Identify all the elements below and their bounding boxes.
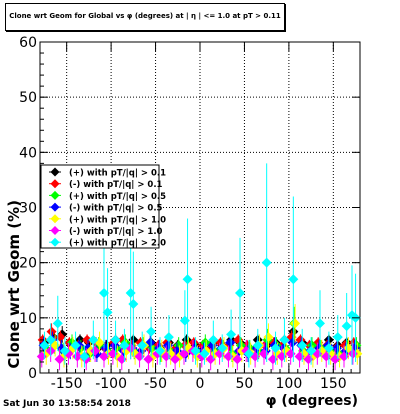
- x-tick-label: 50: [236, 376, 254, 392]
- data-point: [119, 340, 130, 351]
- chart-title: Clone wrt Geom for Global vs φ (degrees)…: [9, 12, 281, 20]
- data-point: [59, 345, 70, 356]
- data-point: [102, 307, 113, 318]
- x-tick-label: -150: [51, 376, 83, 392]
- y-tick-label: 0: [28, 366, 37, 382]
- data-point: [163, 332, 174, 343]
- data-point: [110, 334, 121, 345]
- data-point: [99, 288, 109, 299]
- data-point: [90, 345, 101, 356]
- data-point: [341, 321, 352, 332]
- legend-box: [40, 164, 160, 249]
- data-point: [182, 274, 193, 285]
- footer-timestamp: Sat Jun 30 13:58:54 2018: [3, 399, 131, 409]
- data-point: [46, 326, 57, 337]
- series-layer: [36, 163, 363, 371]
- chart-title-box: Clone wrt Geom for Global vs φ (degrees)…: [5, 3, 285, 31]
- data-point: [270, 343, 281, 354]
- y-tick-label: 40: [19, 145, 37, 161]
- x-tick-label: 150: [320, 376, 347, 392]
- data-point: [261, 257, 272, 268]
- legend: (+) with pT/|q| > 0.1(-) with pT/|q| > 0…: [40, 164, 166, 249]
- data-point: [143, 354, 154, 365]
- data-point: [45, 334, 56, 345]
- data-point: [235, 288, 245, 299]
- data-point: [199, 348, 210, 359]
- data-point: [297, 340, 308, 351]
- data-point: [39, 340, 50, 351]
- data-point: [170, 354, 181, 365]
- data-point: [82, 334, 93, 345]
- data-point: [243, 348, 254, 359]
- y-tick-label: 30: [19, 201, 37, 217]
- data-point: [226, 329, 237, 340]
- legend-label: (+) with pT/|q| > 0.5: [69, 192, 166, 202]
- legend-label: (-) with pT/|q| > 0.1: [69, 180, 163, 190]
- data-point: [88, 334, 99, 345]
- y-tick-label: 10: [19, 311, 37, 327]
- data-point: [155, 345, 165, 356]
- legend-label: (-) with pT/|q| > 1.0: [69, 227, 163, 237]
- data-point: [279, 334, 290, 345]
- data-point: [306, 345, 317, 356]
- data-point: [288, 274, 299, 285]
- legend-label: (-) with pT/|q| > 0.5: [69, 204, 163, 214]
- data-point: [99, 351, 109, 362]
- data-point: [208, 334, 219, 345]
- x-tick-label: 100: [276, 376, 303, 392]
- data-point: [252, 340, 263, 351]
- data-point: [54, 354, 65, 365]
- data-point: [137, 340, 148, 351]
- data-point: [232, 354, 243, 365]
- y-axis-label: Clone wrt Geom (%): [5, 200, 23, 369]
- legend-label: (+) with pT/|q| > 2.0: [69, 239, 166, 249]
- data-point: [332, 332, 343, 343]
- legend-label: (+) with pT/|q| > 0.1: [69, 169, 166, 179]
- data-point: [323, 343, 334, 354]
- data-point: [217, 343, 228, 354]
- data-point: [79, 351, 90, 362]
- data-point: [315, 318, 325, 329]
- x-tick-label: -100: [95, 376, 127, 392]
- data-point: [70, 340, 81, 351]
- y-tick-label: 60: [19, 35, 37, 51]
- data-point: [72, 351, 83, 362]
- axes-layer: 0 10 20 30 40 50 60 -150 -100 -50 0 50 100 150: [19, 35, 360, 392]
- data-point: [128, 299, 139, 310]
- x-tick-label: 0: [196, 376, 205, 392]
- data-point: [225, 337, 236, 348]
- data-point: [146, 326, 157, 337]
- x-axis-label: φ (degrees): [266, 393, 358, 409]
- y-tick-label: 20: [19, 256, 37, 272]
- data-point: [290, 318, 301, 329]
- x-tick-label: -50: [144, 376, 167, 392]
- data-point: [263, 332, 274, 343]
- data-point: [190, 345, 201, 356]
- legend-label: (+) with pT/|q| > 1.0: [69, 215, 166, 225]
- y-tick-label: 50: [19, 90, 37, 106]
- data-point: [179, 348, 189, 359]
- data-point: [52, 318, 63, 329]
